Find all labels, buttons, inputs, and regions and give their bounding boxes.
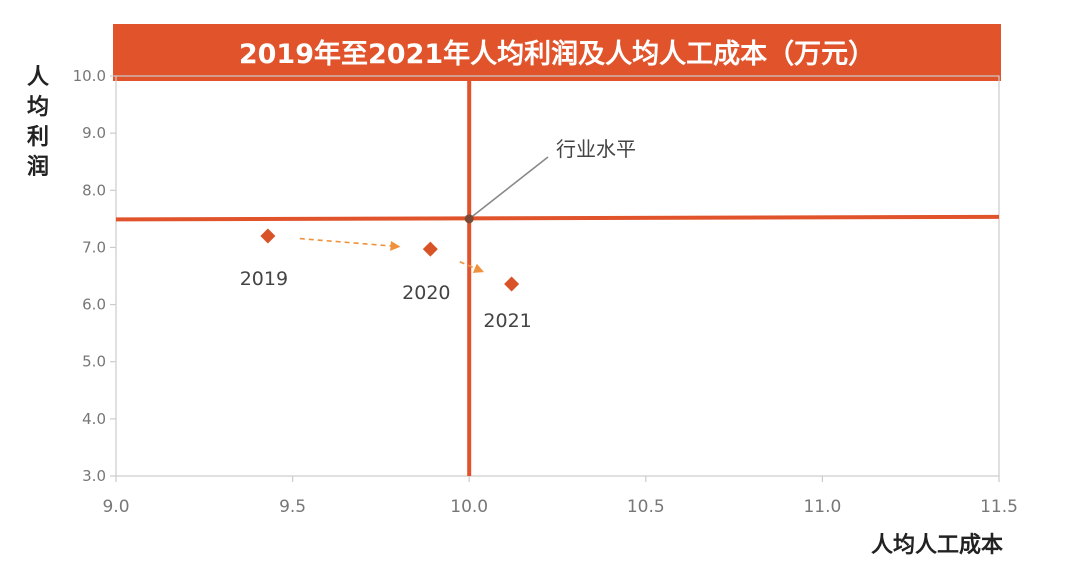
point-label-2019: 2019 <box>240 268 288 290</box>
data-point-2021 <box>504 276 520 292</box>
y-tick-label: 7.0 <box>82 238 106 256</box>
point-label-2020: 2020 <box>402 282 450 304</box>
y-tick-label: 3.0 <box>82 467 106 485</box>
benchmark-leader-line <box>468 156 549 220</box>
point-label-2021: 2021 <box>483 310 531 332</box>
benchmark-horizontal-line <box>115 214 1000 222</box>
benchmark-label: 行业水平 <box>556 137 636 161</box>
x-tick-label: 9.5 <box>279 497 306 517</box>
x-tick-label: 10.5 <box>627 497 665 517</box>
plot-frame <box>115 75 1000 477</box>
title-banner <box>113 24 1001 81</box>
x-tick-label: 11.0 <box>803 497 841 517</box>
y-tick-label: 9.0 <box>82 124 106 142</box>
trend-arrow-2019-2020 <box>299 237 401 251</box>
y-tick-label: 4.0 <box>82 410 106 428</box>
chart-title: 2019年至2021年人均利润及人均人工成本（万元） <box>239 38 875 70</box>
x-axis: 9.0 9.5 10.0 10.5 11.0 11.5 <box>102 476 1018 517</box>
x-tick-label: 11.5 <box>980 497 1018 517</box>
y-axis: 3.0 4.0 5.0 6.0 7.0 8.0 9.0 10.0 <box>73 67 116 485</box>
benchmark-dot <box>464 214 474 224</box>
x-tick-label: 10.0 <box>450 497 488 517</box>
y-tick-label: 8.0 <box>82 181 106 199</box>
data-point-2020 <box>422 241 438 257</box>
y-tick-label: 5.0 <box>82 353 106 371</box>
trend-arrow-2020-2021 <box>459 261 485 273</box>
x-tick-label: 9.0 <box>102 497 129 517</box>
y-tick-label: 10.0 <box>73 67 106 85</box>
data-points: 2019 2020 2021 <box>240 228 532 332</box>
x-axis-title: 人均人工成本 <box>871 532 1003 558</box>
y-tick-label: 6.0 <box>82 296 106 314</box>
data-point-2019 <box>260 228 276 244</box>
y-axis-title: 人均利润 <box>27 65 49 180</box>
